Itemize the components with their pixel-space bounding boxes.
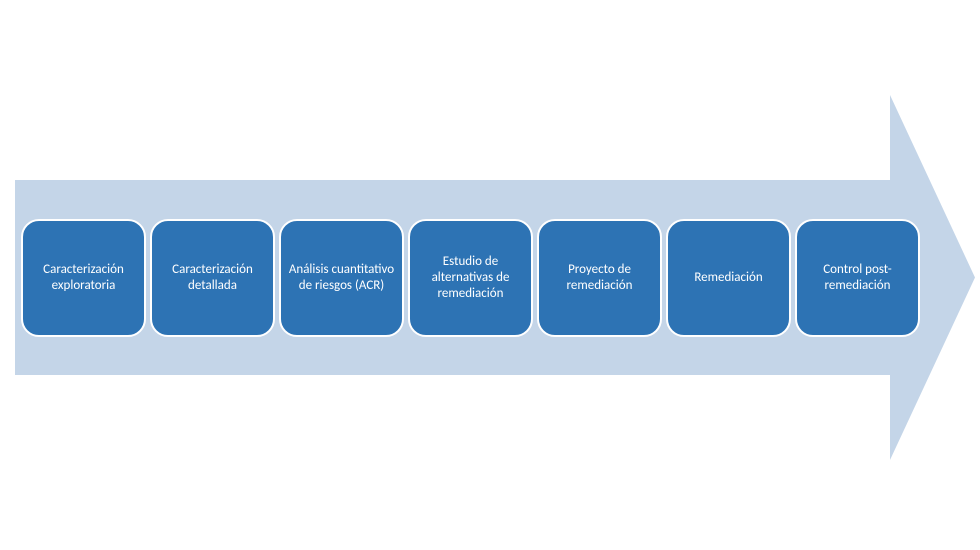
step-box: Caracterización detallada <box>150 219 275 337</box>
step-box: Control post-remediación <box>795 219 920 337</box>
step-box: Proyecto de remediación <box>537 219 662 337</box>
steps-row: Caracterización exploratoria Caracterizac… <box>21 219 920 337</box>
step-label: Remediación <box>694 270 762 286</box>
step-label: Control post-remediación <box>803 262 912 295</box>
step-box: Caracterización exploratoria <box>21 219 146 337</box>
step-box: Remediación <box>666 219 791 337</box>
step-label: Proyecto de remediación <box>545 262 654 295</box>
step-box: Estudio de alternativas de remediación <box>408 219 533 337</box>
diagram-canvas: Caracterización exploratoria Caracterizac… <box>0 0 980 550</box>
step-box: Análisis cuantitativo de riesgos (ACR) <box>279 219 404 337</box>
step-label: Estudio de alternativas de remediación <box>416 254 525 303</box>
step-label: Caracterización exploratoria <box>29 262 138 295</box>
step-label: Caracterización detallada <box>158 262 267 295</box>
step-label: Análisis cuantitativo de riesgos (ACR) <box>287 262 396 295</box>
